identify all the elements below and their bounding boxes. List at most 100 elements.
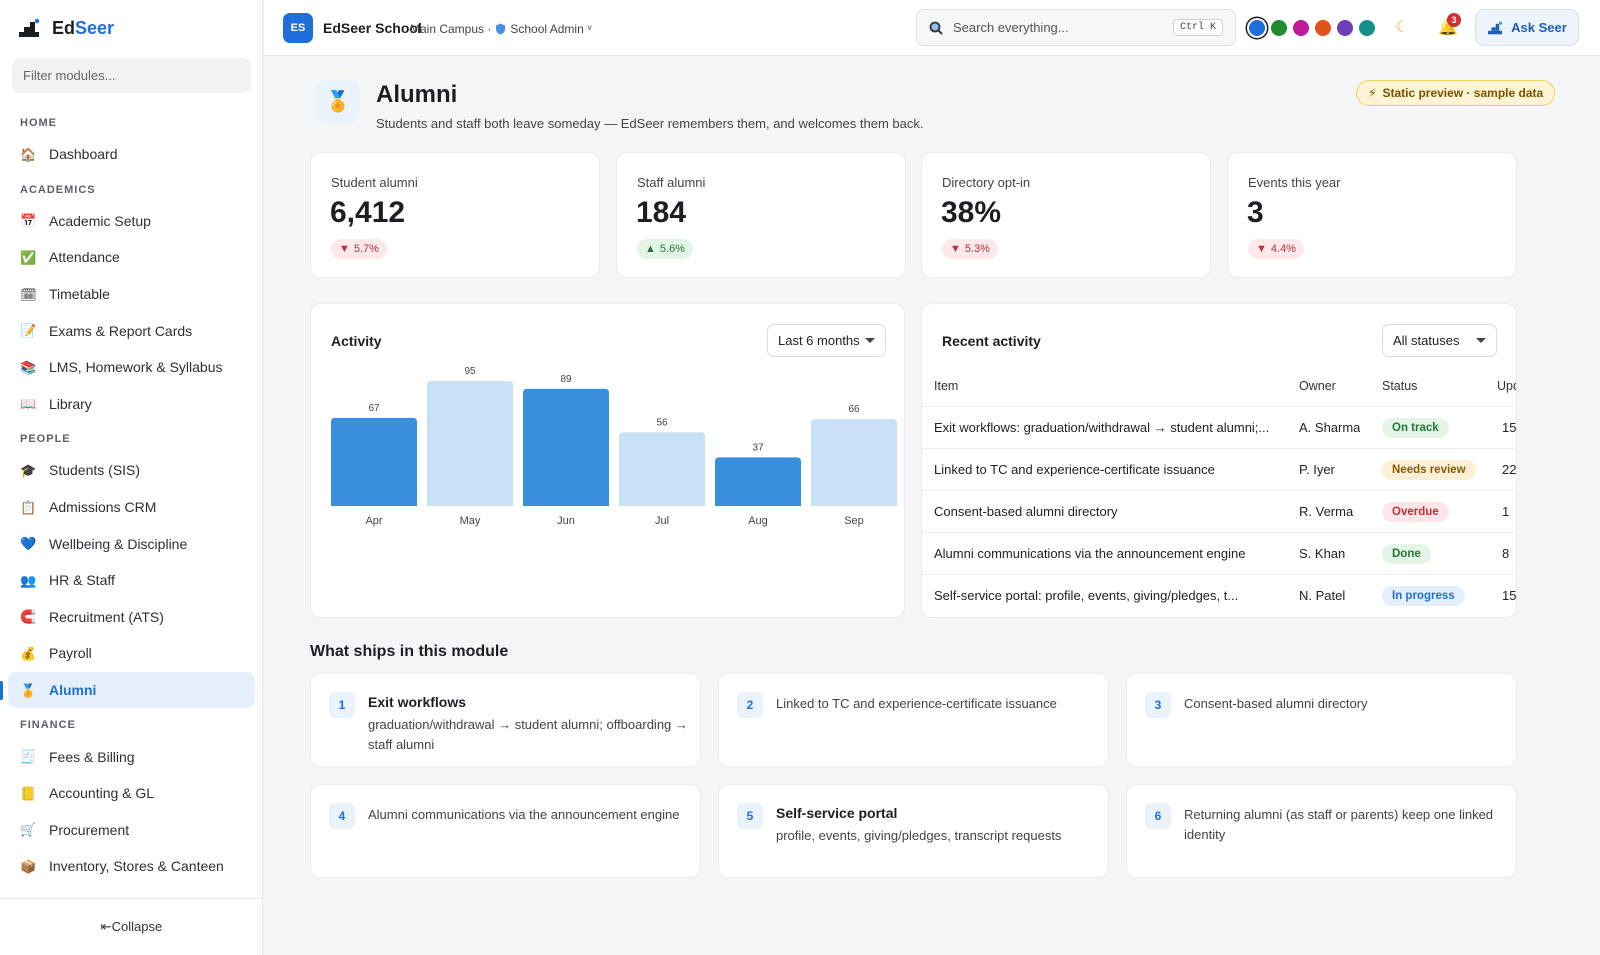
- recent-activity-card: Recent activity All statuses Item Owner St…: [921, 303, 1517, 618]
- bar-value-label: 37: [752, 442, 764, 453]
- activity-title: Activity: [331, 333, 382, 349]
- column-header[interactable]: Item: [934, 379, 959, 393]
- books-icon: 📚: [20, 359, 37, 375]
- feature-card: 2 Linked to TC and experience-certificate…: [718, 673, 1109, 767]
- feature-number: 2: [737, 692, 763, 718]
- x-tick-label: Jun: [557, 515, 575, 527]
- ledger-icon: 📒: [20, 785, 37, 801]
- chart-bar[interactable]: [811, 419, 897, 506]
- theme-swatch[interactable]: [1271, 20, 1287, 36]
- sidebar-nav: HOME 🏠 Dashboard ACADEMICS 📅 Academic Setup ✅ A…: [0, 106, 263, 896]
- feature-card: 5 Self-service portal profile, events, giv…: [718, 784, 1109, 878]
- sidebar-item-admissions-crm[interactable]: 📋 Admissions CRM: [8, 489, 255, 526]
- updated-cell: 8: [1502, 546, 1510, 561]
- updated-cell: 22: [1502, 462, 1517, 477]
- filter-modules-input[interactable]: [12, 58, 251, 93]
- seer-icon: [1488, 21, 1503, 34]
- feature-number: 1: [329, 692, 355, 718]
- chevron-down-icon: [1476, 338, 1486, 343]
- sidebar-item-dashboard[interactable]: 🏠 Dashboard: [8, 136, 255, 173]
- status-cell: Done: [1382, 533, 1431, 574]
- checkbox-icon: ✅: [20, 249, 37, 265]
- moon-icon[interactable]: ☾: [1395, 19, 1410, 36]
- nav-section-title: ACADEMICS: [20, 183, 96, 196]
- bar-value-label: 66: [848, 404, 860, 415]
- app-logo[interactable]: EdSeer: [18, 16, 114, 40]
- sidebar-item-accounting-gl[interactable]: 📒 Accounting & GL: [8, 775, 255, 812]
- stat-delta: ▼ 4.4%: [1248, 239, 1304, 259]
- main-content: 🏅 Alumni Students and staff both leave s…: [264, 56, 1600, 955]
- sidebar-item-label: Students (SIS): [49, 462, 141, 479]
- magnet-icon: 🧲: [20, 609, 37, 625]
- chart-bar[interactable]: [715, 457, 801, 506]
- table-row[interactable]: Consent-based alumni directory R. Verma Ov…: [922, 490, 1516, 532]
- sidebar-item-label: Exams & Report Cards: [49, 322, 193, 339]
- stat-value: 184: [636, 196, 687, 229]
- theme-swatches: [1249, 20, 1375, 36]
- sidebar-item-recruitment-ats[interactable]: 🧲 Recruitment (ATS): [8, 599, 255, 636]
- sidebar-item-exams-report-cards[interactable]: 📝 Exams & Report Cards: [8, 312, 255, 349]
- people-icon: 👥: [20, 572, 37, 588]
- stat-label: Staff alumni: [637, 175, 706, 190]
- sidebar-item-alumni[interactable]: 🏅 Alumni: [0, 671, 255, 709]
- sidebar-item-academic-setup[interactable]: 📅 Academic Setup: [8, 203, 255, 240]
- feature-description: Returning alumni (as staff or parents) k…: [1184, 807, 1494, 842]
- table-row[interactable]: Linked to TC and experience-certificate …: [922, 448, 1517, 490]
- sidebar-item-payroll[interactable]: 💰 Payroll: [8, 635, 255, 672]
- stat-value: 38%: [941, 196, 1002, 229]
- theme-swatch[interactable]: [1249, 20, 1265, 36]
- sidebar-item-inventory-stores-canteen[interactable]: 📦 Inventory, Stores & Canteen: [8, 848, 255, 885]
- sidebar-item-timetable[interactable]: 🗓 Timetable: [8, 276, 255, 313]
- chart-bar[interactable]: [331, 417, 417, 506]
- stat-card: Events this year 3 ▼ 4.4%: [1227, 152, 1517, 278]
- theme-swatch[interactable]: [1337, 20, 1353, 36]
- chart-bar[interactable]: [619, 432, 705, 506]
- item-cell: Alumni communications via the announceme…: [934, 546, 1246, 561]
- role-caret: ᵛ: [587, 22, 592, 36]
- search-input[interactable]: [953, 20, 1163, 35]
- status-cell: Overdue: [1382, 491, 1449, 532]
- sidebar-item-label: Attendance: [49, 249, 120, 266]
- table-row[interactable]: Alumni communications via the announceme…: [922, 532, 1516, 574]
- updated-cell: 1: [1502, 504, 1510, 519]
- sidebar-item-library[interactable]: 📖 Library: [8, 386, 255, 423]
- item-cell: Linked to TC and experience-certificate …: [934, 462, 1215, 477]
- sidebar-item-label: Wellbeing & Discipline: [49, 535, 188, 552]
- column-header[interactable]: Status: [1382, 379, 1418, 393]
- chart-bar[interactable]: [427, 381, 513, 506]
- item-cell: Consent-based alumni directory: [934, 504, 1118, 519]
- school-name[interactable]: EdSeer School: [323, 20, 422, 36]
- sidebar-item-fees-billing[interactable]: 🧾 Fees & Billing: [8, 738, 255, 775]
- collapse-button[interactable]: ⇤Collapse: [0, 898, 263, 955]
- theme-swatch[interactable]: [1359, 20, 1375, 36]
- ask-seer-button[interactable]: Ask Seer: [1475, 9, 1579, 46]
- status-filter-dropdown[interactable]: All statuses: [1382, 324, 1497, 357]
- ask-seer-label: Ask Seer: [1511, 20, 1567, 35]
- owner-cell: R. Verma: [1299, 504, 1354, 519]
- table-row[interactable]: Self-service portal: profile, events, gi…: [922, 574, 1516, 616]
- status-badge: On track: [1382, 417, 1449, 438]
- status-cell: On track: [1382, 407, 1449, 448]
- stat-label: Directory opt-in: [942, 175, 1031, 190]
- sidebar-item-wellbeing-discipline[interactable]: 💙 Wellbeing & Discipline: [8, 525, 255, 562]
- sidebar-item-attendance[interactable]: ✅ Attendance: [8, 239, 255, 276]
- column-header[interactable]: Upd: [1497, 379, 1516, 393]
- sidebar-item-students-sis[interactable]: 🎓 Students (SIS): [8, 452, 255, 489]
- global-search[interactable]: Ctrl K: [916, 9, 1236, 46]
- feature-card: 1 Exit workflows graduation/withdrawal → s…: [310, 673, 701, 767]
- range-dropdown[interactable]: Last 6 months: [767, 324, 886, 357]
- chart-bar[interactable]: [523, 388, 609, 506]
- sidebar-item-procurement[interactable]: 🛒 Procurement: [8, 812, 255, 849]
- school-context[interactable]: Main Campus · School Admin ᵛ: [410, 22, 592, 36]
- sidebar-item-hr-staff[interactable]: 👥 HR & Staff: [8, 562, 255, 599]
- graduation-cap-icon: 🎓: [20, 462, 37, 478]
- column-header[interactable]: Owner: [1299, 379, 1336, 393]
- theme-swatch[interactable]: [1293, 20, 1309, 36]
- stat-card: Directory opt-in 38% ▼ 5.3%: [921, 152, 1211, 278]
- theme-swatch[interactable]: [1315, 20, 1331, 36]
- notification-badge: 3: [1447, 13, 1461, 27]
- module-section-title: What ships in this module: [310, 643, 509, 660]
- school-avatar[interactable]: ES: [283, 13, 313, 43]
- sidebar-item-lms-homework-syllabus[interactable]: 📚 LMS, Homework & Syllabus: [8, 349, 255, 386]
- table-row[interactable]: Exit workflows: graduation/withdrawal → …: [922, 406, 1516, 448]
